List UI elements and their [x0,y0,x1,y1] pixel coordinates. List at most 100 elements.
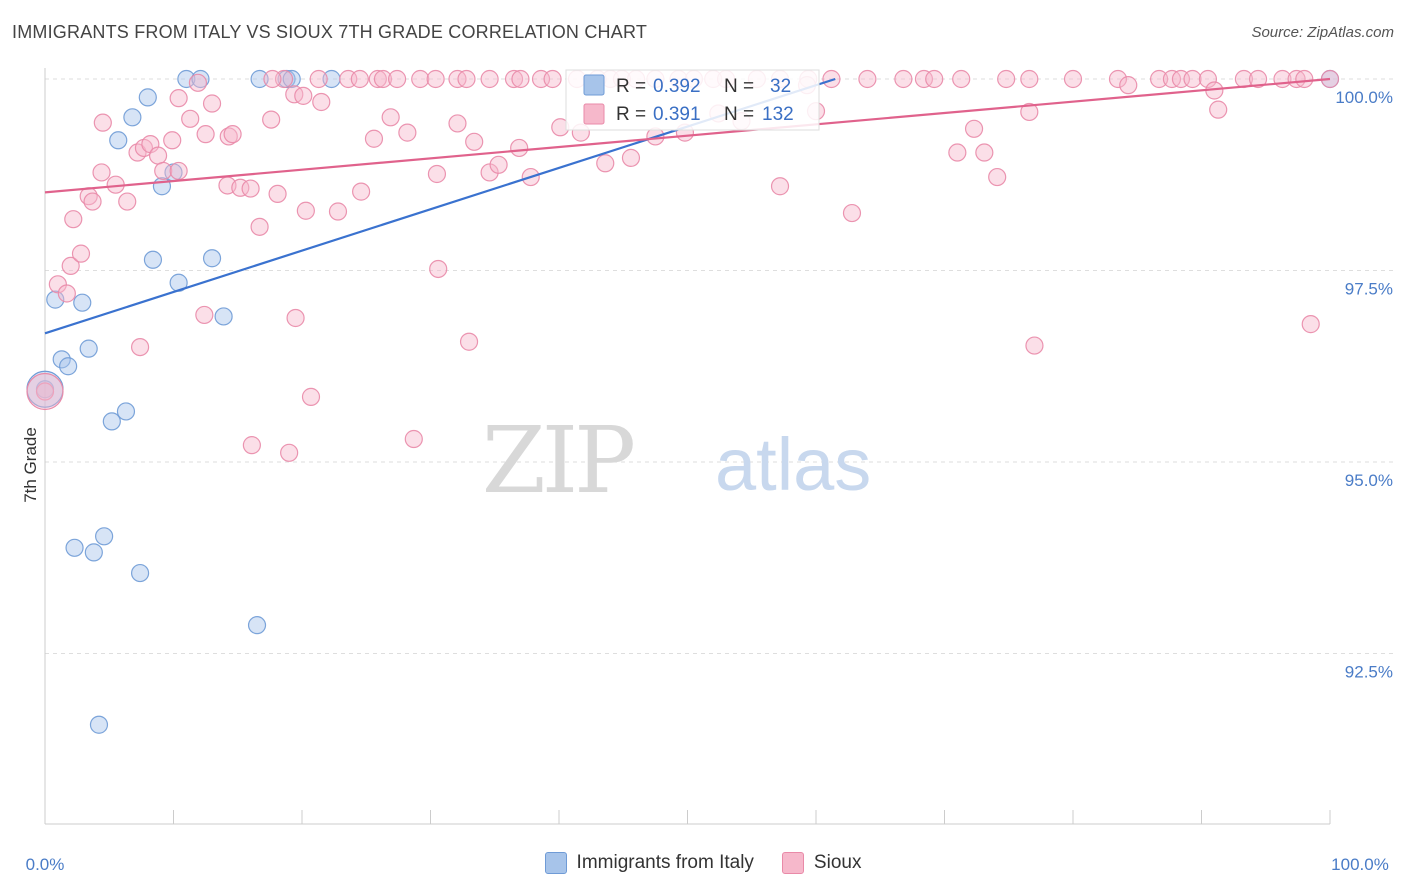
point-sioux-5 [368,69,387,89]
point-sioux-55 [64,210,83,229]
point-sioux-34 [925,69,944,89]
point-sioux-52 [57,284,76,303]
chart-title: IMMIGRANTS FROM ITALY VS SIOUX 7TH GRADE… [12,22,648,42]
legend-n-value-sioux: 132 [762,104,794,125]
point-sioux-44 [1198,69,1218,89]
point-italy-16 [46,290,65,309]
point-sioux-59 [93,113,112,132]
point-italy-19 [59,357,78,376]
watermark-zip: ZIP [482,407,633,514]
point-sioux-110 [948,143,967,162]
point-sioux-100 [596,154,615,173]
point-italy-20 [79,339,98,358]
point-sioux-58 [92,163,111,182]
point-sioux-109 [842,203,862,223]
point-sioux-95 [489,155,508,174]
point-sioux-92 [448,114,467,133]
point-sioux-38 [1063,69,1083,89]
point-sioux-71 [188,73,208,92]
point-sioux-43 [1183,69,1202,89]
point-sioux-39 [1108,69,1128,89]
point-sioux-96 [510,138,529,158]
point-sioux-31 [858,69,877,89]
point-sioux-68 [169,161,188,181]
legend-r-value-sioux: 0.391 [653,104,701,125]
point-sioux-36 [997,69,1016,89]
point-sioux-124 [280,443,299,462]
point-sioux-93 [465,132,484,151]
legend-swatch-italy [583,74,605,96]
point-sioux-13 [504,69,524,89]
legend-swatch-sioux-bottom [781,852,804,874]
legend-swatch-sioux [583,103,605,125]
point-sioux-88 [364,129,384,148]
point-sioux-53 [61,256,80,276]
point-sioux-85 [312,92,331,112]
legend-label-italy: Immigrants from Italy [576,852,754,873]
x-tick-label-0: 0.0% [26,855,65,874]
point-sioux-11 [457,69,476,89]
point-sioux-1 [263,69,282,89]
point-sioux-73 [202,94,222,113]
point-italy-25 [84,543,103,562]
y-tick-label-3: 92.5% [1345,663,1393,682]
source-credit: Source: ZipAtlas.com [1251,24,1394,41]
point-sioux-125 [404,429,423,449]
point-italy-28 [247,616,267,635]
point-sioux-61 [118,192,137,211]
point-sioux-4 [350,69,369,89]
point-sioux-65 [148,146,168,165]
legend-r-label-italy: R = [616,76,646,97]
point-sioux-large [26,372,64,411]
point-sioux-87 [352,182,371,201]
point-italy-15 [214,307,233,326]
point-sioux-67 [163,131,182,150]
series-legend: Immigrants from Italy Sioux [0,852,1406,874]
point-sioux-35 [952,69,971,89]
trend-line-sioux [44,77,1331,194]
point-sioux-40 [1149,69,1169,89]
point-sioux-62 [128,143,147,162]
point-sioux-69 [169,89,188,108]
point-sioux-120 [195,305,214,325]
legend-item-sioux[interactable]: Sioux [781,852,862,874]
point-sioux-127 [459,332,479,351]
legend-n-value-italy: 32 [770,76,791,97]
point-italy-26 [95,527,114,546]
x-tick-label-1: 100.0% [1331,855,1389,874]
point-sioux-7 [387,69,407,89]
point-sioux-123 [242,436,261,455]
point-sioux-121 [286,308,305,328]
point-sioux-86 [328,202,348,221]
point-sioux-118 [1301,315,1320,334]
point-italy-7 [138,88,157,107]
point-sioux-33 [914,69,934,89]
legend-item-italy[interactable]: Immigrants from Italy [544,852,754,874]
point-sioux-114 [1020,102,1039,122]
point-sioux-70 [181,109,200,128]
point-italy-0 [177,69,196,89]
legend-label-sioux: Sioux [813,852,862,873]
y-tick-label-2: 95.0% [1345,471,1393,490]
point-sioux-111 [964,119,984,138]
legend-n-label-italy: N = [724,76,754,97]
point-sioux-54 [71,244,91,263]
tick-labels: 100.0% 97.5% 95.0% 92.5% 0.0% 100.0% [26,88,1393,874]
point-sioux-8 [411,69,430,89]
point-italy-18 [52,350,71,369]
point-sioux-90 [398,123,417,142]
y-tick-label-1: 97.5% [1345,280,1393,299]
point-sioux-112 [975,143,994,162]
stats-legend: R = 0.392 N = 32 R = 0.391 N = 132 [565,69,820,131]
point-italy-14 [202,249,222,268]
point-sioux-106 [770,177,790,196]
point-italy-4 [282,69,301,89]
point-italy-24 [65,538,84,557]
point-sioux-32 [894,69,913,89]
point-sioux-9 [426,69,445,89]
series-italy-points [26,69,1340,734]
point-sioux-79 [250,217,269,236]
point-sioux-57 [83,192,102,211]
point-sioux-82 [285,85,304,104]
